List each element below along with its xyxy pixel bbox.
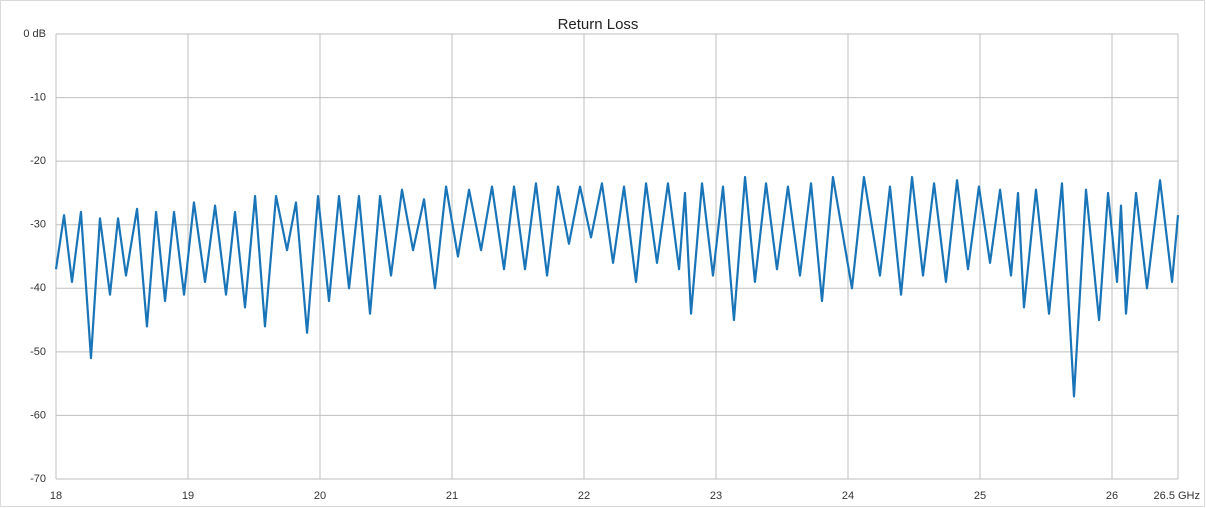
x-tick-label: 19: [182, 490, 194, 502]
x-tick-label: 20: [314, 490, 326, 502]
y-tick-label: -60: [30, 409, 46, 421]
y-tick-label: -10: [30, 91, 46, 103]
y-tick-label: -70: [30, 473, 46, 485]
x-tick-label: 18: [50, 490, 62, 502]
chart-title: Return Loss: [558, 16, 639, 33]
x-tick-label: 26: [1106, 490, 1118, 502]
y-tick-label: -30: [30, 219, 46, 231]
y-tick-label: -40: [30, 282, 46, 294]
data-line: [54, 175, 1180, 398]
x-tick-label: 24: [842, 490, 854, 502]
y-tick-label: -50: [30, 346, 46, 358]
x-tick-label: 25: [974, 490, 986, 502]
x-tick-label: 26.5 GHz: [1154, 490, 1200, 502]
y-tick-label: -20: [30, 155, 46, 167]
y-tick-label: 0 dB: [23, 28, 46, 40]
x-tick-label: 21: [446, 490, 458, 502]
x-tick-label: 23: [710, 490, 722, 502]
x-tick-label: 22: [578, 490, 590, 502]
